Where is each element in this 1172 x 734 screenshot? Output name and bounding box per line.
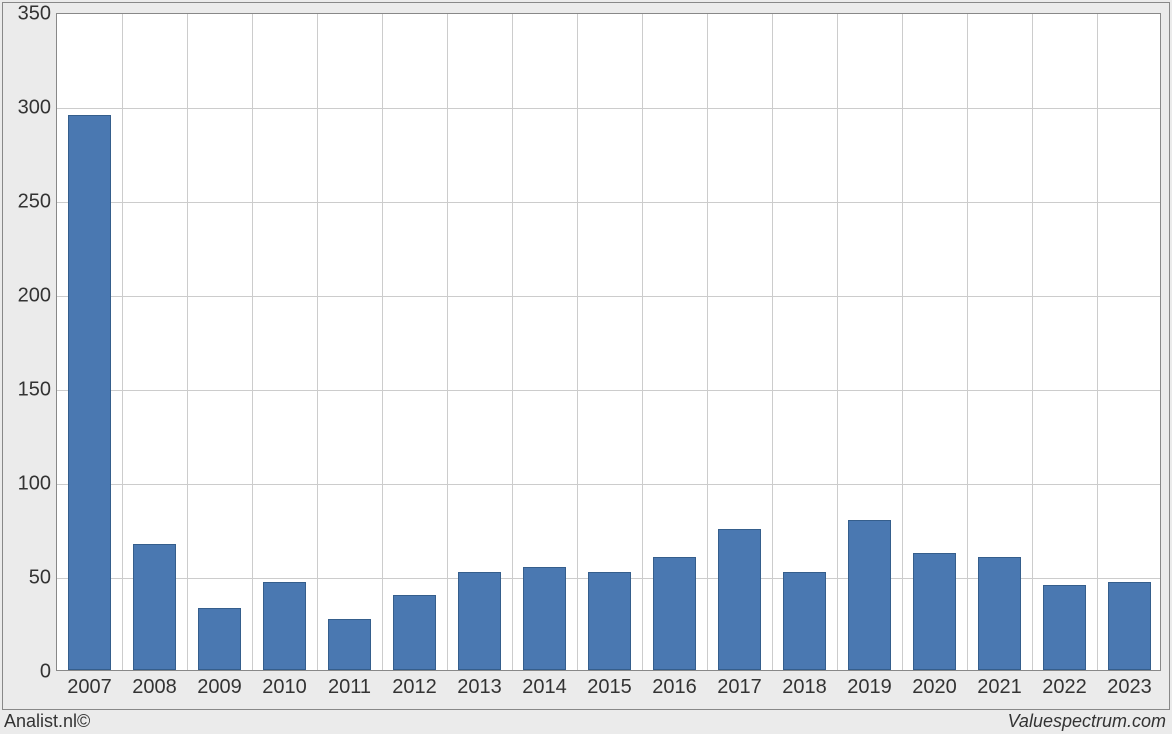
xtick-label: 2011 [328,676,371,699]
plot-area: 0501001502002503003502007200820092010201… [56,13,1161,671]
xtick-label: 2017 [717,676,762,699]
xtick-label: 2021 [977,676,1022,699]
gridline-v [447,14,448,670]
xtick-label: 2015 [587,676,632,699]
xtick-label: 2008 [132,676,177,699]
bar [783,572,826,670]
gridline-h [57,202,1160,203]
xtick-label: 2018 [782,676,827,699]
gridline-v [187,14,188,670]
ytick-label: 200 [18,285,51,308]
chart-frame: 0 50 100 150 200 250 300 350 2007 2008 2009 2010 201… [2,2,1170,710]
xtick-label: 2007 [67,676,112,699]
gridline-v [902,14,903,670]
ytick-label: 250 [18,191,51,214]
footer-left: Analist.nl© [4,711,90,732]
gridline-h [57,296,1160,297]
bar [458,572,501,670]
bar [393,595,436,670]
bar [523,567,566,670]
bar [848,520,891,670]
bar [718,529,761,670]
gridline-v [382,14,383,670]
gridline-v [642,14,643,670]
bar [328,619,371,670]
bar [68,115,111,670]
bar [913,553,956,670]
gridline-h [57,390,1160,391]
bar [198,608,241,670]
xtick-label: 2023 [1107,676,1152,699]
gridline-v [317,14,318,670]
ytick-label: 50 [29,567,51,590]
xtick-label: 2019 [847,676,892,699]
xtick-label: 2009 [197,676,242,699]
xtick-label: 2016 [652,676,697,699]
gridline-v [122,14,123,670]
ytick-label: 350 [18,3,51,26]
ytick-label: 0 [40,661,51,684]
bar [133,544,176,670]
gridline-h [57,108,1160,109]
bar [978,557,1021,670]
xtick-label: 2010 [262,676,307,699]
bar [653,557,696,670]
xtick-label: 2022 [1042,676,1087,699]
gridline-v [967,14,968,670]
xtick-label: 2020 [912,676,957,699]
ytick-label: 300 [18,97,51,120]
bar [263,582,306,670]
gridline-v [252,14,253,670]
gridline-v [1097,14,1098,670]
gridline-v [707,14,708,670]
bar [1043,585,1086,670]
gridline-v [772,14,773,670]
xtick-label: 2013 [457,676,502,699]
gridline-v [512,14,513,670]
gridline-v [577,14,578,670]
ytick-label: 150 [18,379,51,402]
gridline-v [1032,14,1033,670]
ytick-label: 100 [18,473,51,496]
xtick-label: 2012 [392,676,437,699]
gridline-v [837,14,838,670]
bar [1108,582,1151,670]
footer-right: Valuespectrum.com [1008,711,1166,732]
xtick-label: 2014 [522,676,567,699]
gridline-h [57,484,1160,485]
bar [588,572,631,670]
